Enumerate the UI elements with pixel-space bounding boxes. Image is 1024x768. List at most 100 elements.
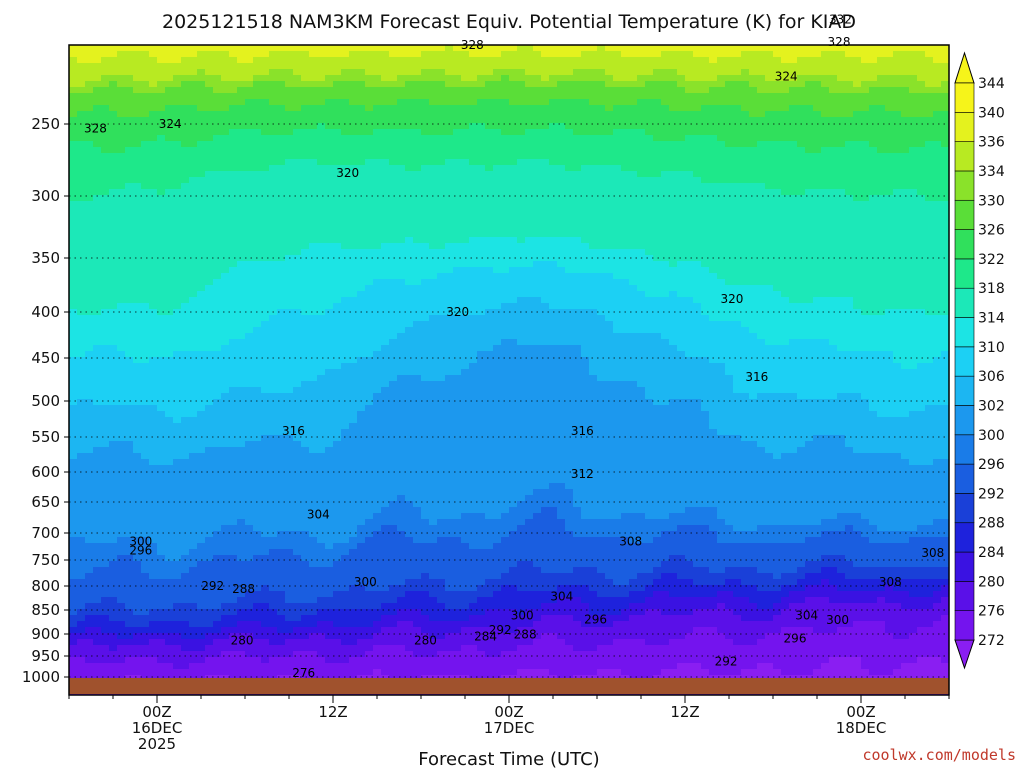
field-cell	[333, 141, 342, 148]
field-cell	[589, 159, 598, 166]
field-cell	[861, 285, 870, 292]
field-cell	[773, 195, 782, 202]
field-cell	[213, 177, 222, 184]
field-cell	[157, 105, 166, 112]
field-cell	[301, 69, 310, 76]
field-cell	[869, 63, 878, 70]
field-cell	[493, 87, 502, 94]
field-cell	[709, 267, 718, 274]
field-cell	[69, 303, 78, 310]
field-cell	[733, 183, 742, 190]
field-cell	[661, 243, 670, 250]
field-cell	[597, 183, 606, 190]
field-cell	[933, 105, 942, 112]
field-cell	[877, 117, 886, 124]
field-cell	[101, 69, 110, 76]
field-cell	[429, 213, 438, 220]
field-cell	[901, 291, 910, 298]
field-cell	[493, 249, 502, 256]
field-cell	[909, 207, 918, 214]
field-cell	[621, 129, 630, 136]
field-cell	[789, 195, 798, 202]
field-cell	[213, 309, 222, 316]
field-cell	[845, 57, 854, 64]
field-cell	[701, 309, 710, 316]
field-cell	[853, 147, 862, 154]
field-cell	[925, 129, 934, 136]
field-cell	[661, 75, 670, 82]
field-cell	[829, 225, 838, 232]
field-cell	[125, 231, 134, 238]
field-cell	[717, 111, 726, 118]
field-cell	[493, 75, 502, 82]
field-cell	[789, 135, 798, 142]
field-cell	[189, 165, 198, 172]
field-cell	[781, 285, 790, 292]
field-cell	[669, 69, 678, 76]
field-cell	[773, 51, 782, 58]
field-cell	[69, 267, 78, 274]
field-cell	[141, 249, 150, 256]
field-cell	[373, 147, 382, 154]
field-cell	[309, 111, 318, 118]
field-cell	[317, 303, 326, 310]
field-cell	[301, 183, 310, 190]
field-cell	[541, 207, 550, 214]
field-cell	[525, 285, 534, 292]
field-cell	[885, 297, 894, 304]
field-cell	[573, 135, 582, 142]
field-cell	[893, 189, 902, 196]
field-cell	[437, 243, 446, 250]
field-cell	[197, 279, 206, 286]
field-cell	[325, 129, 334, 136]
field-cell	[805, 183, 814, 190]
field-cell	[245, 153, 254, 160]
field-cell	[789, 81, 798, 88]
field-cell	[69, 45, 78, 52]
field-cell	[733, 273, 742, 280]
field-cell	[645, 207, 654, 214]
field-cell	[853, 117, 862, 124]
field-cell	[469, 111, 478, 118]
field-cell	[245, 303, 254, 310]
field-cell	[685, 93, 694, 100]
field-cell	[757, 45, 766, 52]
field-cell	[77, 189, 86, 196]
field-cell	[733, 249, 742, 256]
field-cell	[501, 117, 510, 124]
field-cell	[341, 69, 350, 76]
field-cell	[757, 249, 766, 256]
field-cell	[157, 243, 166, 250]
field-cell	[245, 159, 254, 166]
field-cell	[661, 123, 670, 130]
field-cell	[901, 99, 910, 106]
field-cell	[413, 51, 422, 58]
field-cell	[141, 237, 150, 244]
field-cell	[221, 255, 230, 262]
field-cell	[165, 171, 174, 178]
field-cell	[373, 303, 382, 310]
field-cell	[93, 303, 102, 310]
field-cell	[277, 81, 286, 88]
field-cell	[581, 177, 590, 184]
field-cell	[573, 279, 582, 286]
field-cell	[77, 159, 86, 166]
field-cell	[725, 135, 734, 142]
field-cell	[637, 249, 646, 256]
field-cell	[149, 213, 158, 220]
field-cell	[629, 105, 638, 112]
field-cell	[941, 153, 949, 160]
field-cell	[469, 279, 478, 286]
field-cell	[429, 129, 438, 136]
field-cell	[597, 141, 606, 148]
field-cell	[565, 45, 574, 52]
field-cell	[917, 201, 926, 208]
field-cell	[117, 261, 126, 268]
field-cell	[245, 69, 254, 76]
field-cell	[453, 219, 462, 226]
field-cell	[933, 45, 942, 52]
field-cell	[589, 231, 598, 238]
field-cell	[213, 141, 222, 148]
field-cell	[205, 69, 214, 76]
field-cell	[829, 237, 838, 244]
